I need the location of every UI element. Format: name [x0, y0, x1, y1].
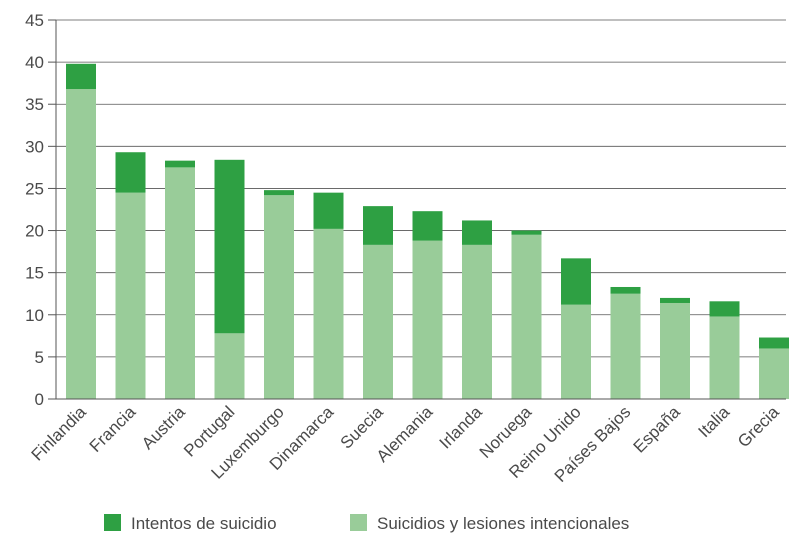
bar-suicidios-1 [115, 192, 146, 399]
bar-suicidios-7 [412, 240, 443, 399]
bar-suicidios-10 [561, 304, 591, 399]
bar-intentos-3 [214, 159, 245, 334]
bar-suicidios-5 [313, 228, 344, 399]
x-tick-label-1: Francia [86, 402, 140, 456]
bar-intentos-5 [313, 192, 344, 229]
bar-suicidios-9 [511, 234, 542, 399]
bar-intentos-12 [660, 297, 690, 303]
bar-intentos-14 [759, 337, 789, 349]
legend-label-suicidios: Suicidios y lesiones intencionales [377, 514, 629, 533]
bar-suicidios-13 [709, 316, 740, 399]
y-tick-label-30: 30 [25, 137, 44, 156]
bar-intentos-13 [709, 301, 740, 317]
y-tick-label-0: 0 [35, 390, 44, 409]
y-tick-label-10: 10 [25, 306, 44, 325]
bar-intentos-9 [511, 230, 542, 235]
x-tick-label-12: España [630, 402, 685, 457]
y-tick-label-15: 15 [25, 264, 44, 283]
bar-suicidios-4 [264, 195, 294, 399]
x-tick-label-0: Finlandia [28, 402, 91, 465]
x-tick-label-14: Grecia [734, 402, 783, 451]
y-tick-label-40: 40 [25, 53, 44, 72]
y-tick-label-25: 25 [25, 179, 44, 198]
bar-suicidios-3 [214, 333, 245, 399]
bar-intentos-6 [363, 206, 393, 245]
y-tick-label-5: 5 [35, 348, 44, 367]
bar-intentos-8 [462, 220, 492, 245]
bar-intentos-1 [115, 152, 146, 193]
bars [66, 63, 789, 399]
x-tick-label-13: Italia [694, 402, 733, 441]
legend: Intentos de suicidio Suicidios y lesione… [104, 514, 629, 533]
bar-intentos-10 [561, 258, 591, 305]
bar-suicidios-12 [660, 302, 690, 399]
bar-intentos-2 [165, 160, 195, 168]
legend-label-intentos: Intentos de suicidio [131, 514, 277, 533]
bar-suicidios-11 [610, 293, 641, 399]
x-axis: FinlandiaFranciaAustriaPortugalLuxemburg… [28, 398, 786, 486]
bar-suicidios-0 [66, 89, 96, 399]
bar-suicidios-14 [759, 348, 789, 399]
y-tick-label-45: 45 [25, 11, 44, 30]
bar-intentos-7 [412, 211, 443, 241]
y-tick-label-35: 35 [25, 95, 44, 114]
bar-intentos-0 [66, 63, 96, 90]
y-tick-label-20: 20 [25, 222, 44, 241]
y-axis: 0 5 10 15 20 25 30 35 40 45 [25, 11, 57, 409]
legend-swatch-suicidios [350, 514, 367, 531]
bar-intentos-4 [264, 190, 294, 196]
bar-suicidios-6 [363, 244, 393, 399]
bar-intentos-11 [610, 286, 641, 294]
bar-suicidios-2 [165, 167, 195, 399]
legend-swatch-intentos [104, 514, 121, 531]
bar-suicidios-8 [462, 244, 492, 399]
